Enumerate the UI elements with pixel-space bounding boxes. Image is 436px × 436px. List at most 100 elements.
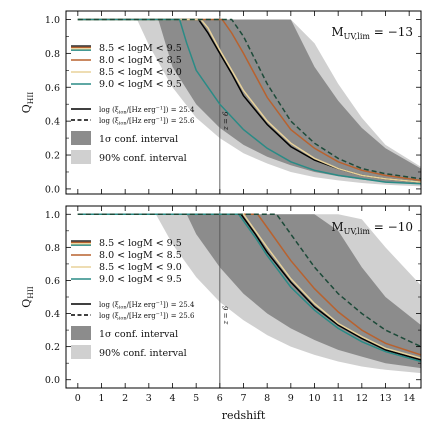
- panel-label-value: = −10: [370, 220, 413, 234]
- series-line-5: [77, 213, 421, 348]
- ytick-label: 0.4: [45, 117, 60, 128]
- ytick-label: 0.8: [45, 243, 60, 254]
- z6-label: z = 6: [222, 111, 230, 131]
- ytick-label: 0.0: [45, 184, 60, 195]
- xtick-label: 5: [193, 393, 199, 404]
- ytick-label: 1.0: [45, 15, 60, 26]
- ytick-label: 0.0: [45, 375, 60, 386]
- xtick-label: 7: [240, 393, 246, 404]
- xtick-label: 4: [169, 393, 175, 404]
- legend-mass-bin-2: 8.0 < logM < 8.5: [99, 55, 182, 66]
- plot-area: [77, 11, 421, 194]
- ytick-label: 0.4: [45, 309, 60, 320]
- ytick-label: 0.6: [45, 276, 60, 287]
- band-1sigma: [77, 19, 421, 184]
- xlabel: redshift: [222, 409, 266, 422]
- legend-xi-dashed-b: /[Hz erg: [127, 117, 157, 125]
- legend-90pct-label: 90% conf. interval: [99, 348, 187, 359]
- ytick-label: 0.8: [45, 49, 60, 60]
- panel-label-sub: UV,lim: [344, 32, 371, 41]
- xtick-label: 1: [98, 393, 104, 404]
- series-line-5: [77, 18, 421, 180]
- panel-label-main: M: [331, 220, 343, 234]
- legend-mass-bin-4: 9.0 < logM < 9.5: [99, 79, 182, 90]
- legend-mass-bin-4: 9.0 < logM < 9.5: [99, 274, 182, 285]
- series-line-2: [77, 213, 421, 356]
- ylabel-sub: HII: [26, 286, 35, 299]
- series-line-4: [77, 18, 421, 185]
- series-line-3: [77, 18, 421, 183]
- ytick-label: 0.2: [45, 151, 60, 162]
- legend-xi-dashed: log (ξion/[Hz erg−1]) = 25.6: [99, 312, 195, 322]
- xtick-label: 3: [146, 393, 152, 404]
- legend-xi-solid-sub: ion: [119, 305, 128, 311]
- series-line-3: [77, 213, 421, 359]
- legend: 8.5 < logM < 9.58.0 < logM < 8.58.5 < lo…: [71, 238, 195, 359]
- legend-xi-solid-c: ]) = 25.4: [163, 301, 195, 309]
- legend-mass-bin-1: 8.5 < logM < 9.5: [99, 238, 182, 249]
- legend-band-90pct: [71, 150, 91, 164]
- legend-xi-solid-b: /[Hz erg: [127, 106, 157, 114]
- ylabel-main: Q: [20, 104, 33, 113]
- panel-label: MUV,lim = −10: [331, 220, 413, 236]
- xtick-label: 13: [379, 393, 391, 404]
- legend-xi-dashed-a: log (ξ: [99, 117, 119, 125]
- legend-mass-bin-3: 8.5 < logM < 9.0: [99, 67, 182, 78]
- legend-xi-solid-a: log (ξ: [99, 106, 119, 114]
- legend-mass-bin-3: 8.5 < logM < 9.0: [99, 262, 182, 273]
- ytick-label: 1.0: [45, 210, 60, 221]
- panel-label-value: = −13: [370, 25, 413, 39]
- legend-1sigma-label: 1σ conf. interval: [99, 329, 178, 340]
- xtick-label: 14: [403, 393, 415, 404]
- xtick-label: 0: [75, 393, 81, 404]
- z6-label: z = 6: [222, 305, 230, 325]
- panel-2: z = 60.00.20.40.60.81.00 1 2 3 4 5 6 7 8 9 10 11 12 1…: [20, 205, 422, 422]
- legend-xi-solid-c: ]) = 25.4: [163, 106, 195, 114]
- legend-xi-solid: log (ξion/[Hz erg−1]) = 25.4: [99, 301, 195, 311]
- legend-xi-dashed-a: log (ξ: [99, 312, 119, 320]
- legend-xi-solid: log (ξion/[Hz erg−1]) = 25.4: [99, 106, 195, 116]
- xtick-label: 11: [332, 393, 344, 404]
- ytick-label: 0.2: [45, 342, 60, 353]
- legend-xi-dashed-c: ]) = 25.6: [163, 312, 195, 320]
- xtick-label: 9: [288, 393, 294, 404]
- legend-band-90pct: [71, 345, 91, 359]
- ylabel-sub: HII: [26, 92, 35, 105]
- ytick-label: 0.6: [45, 83, 60, 94]
- legend-xi-dashed-b: /[Hz erg: [127, 312, 157, 320]
- series-line-4: [77, 213, 421, 363]
- legend-xi-dashed-sup: −1: [156, 312, 163, 318]
- legend-xi-dashed-sub: ion: [119, 121, 128, 127]
- xtick-label: 10: [308, 393, 320, 404]
- legend-xi-solid-a: log (ξ: [99, 301, 119, 309]
- xtick-label: 8: [264, 393, 270, 404]
- legend-band-1sigma: [71, 326, 91, 340]
- legend-xi-solid-b: /[Hz erg: [127, 301, 157, 309]
- legend-xi-solid-sup: −1: [156, 106, 163, 112]
- legend-xi-dashed-sub: ion: [119, 316, 128, 322]
- ylabel: QHII: [20, 92, 35, 114]
- legend-xi-dashed-sup: −1: [156, 117, 163, 123]
- xtick-label: 6: [217, 393, 223, 404]
- legend-band-1sigma: [71, 131, 91, 145]
- legend-1sigma-label: 1σ conf. interval: [99, 134, 178, 145]
- panel-label-main: M: [331, 25, 343, 39]
- ylabel: QHII: [20, 286, 35, 308]
- series-line-1: [77, 213, 421, 361]
- legend-xi-solid-sub: ion: [119, 110, 128, 116]
- panel-label-sub: UV,lim: [344, 227, 371, 236]
- ylabel-main: Q: [20, 299, 33, 308]
- legend-xi-solid-sup: −1: [156, 301, 163, 307]
- legend-xi-dashed: log (ξion/[Hz erg−1]) = 25.6: [99, 117, 195, 127]
- legend-mass-bin-1: 8.5 < logM < 9.5: [99, 43, 182, 54]
- xtick-label: 12: [356, 393, 368, 404]
- legend-xi-dashed-c: ]) = 25.6: [163, 117, 195, 125]
- band-1sigma: [77, 214, 421, 369]
- plot-area: [77, 206, 421, 388]
- legend: 8.5 < logM < 9.58.0 < logM < 8.58.5 < lo…: [71, 43, 195, 164]
- panel-label: MUV,lim = −13: [331, 25, 413, 41]
- panel-1: z = 6 0.0 0.2 0.4 0.6 0.8 1.0 QHII MUV,lim = −13…: [20, 10, 422, 195]
- series-line-2: [77, 18, 421, 182]
- legend-mass-bin-2: 8.0 < logM < 8.5: [99, 250, 182, 261]
